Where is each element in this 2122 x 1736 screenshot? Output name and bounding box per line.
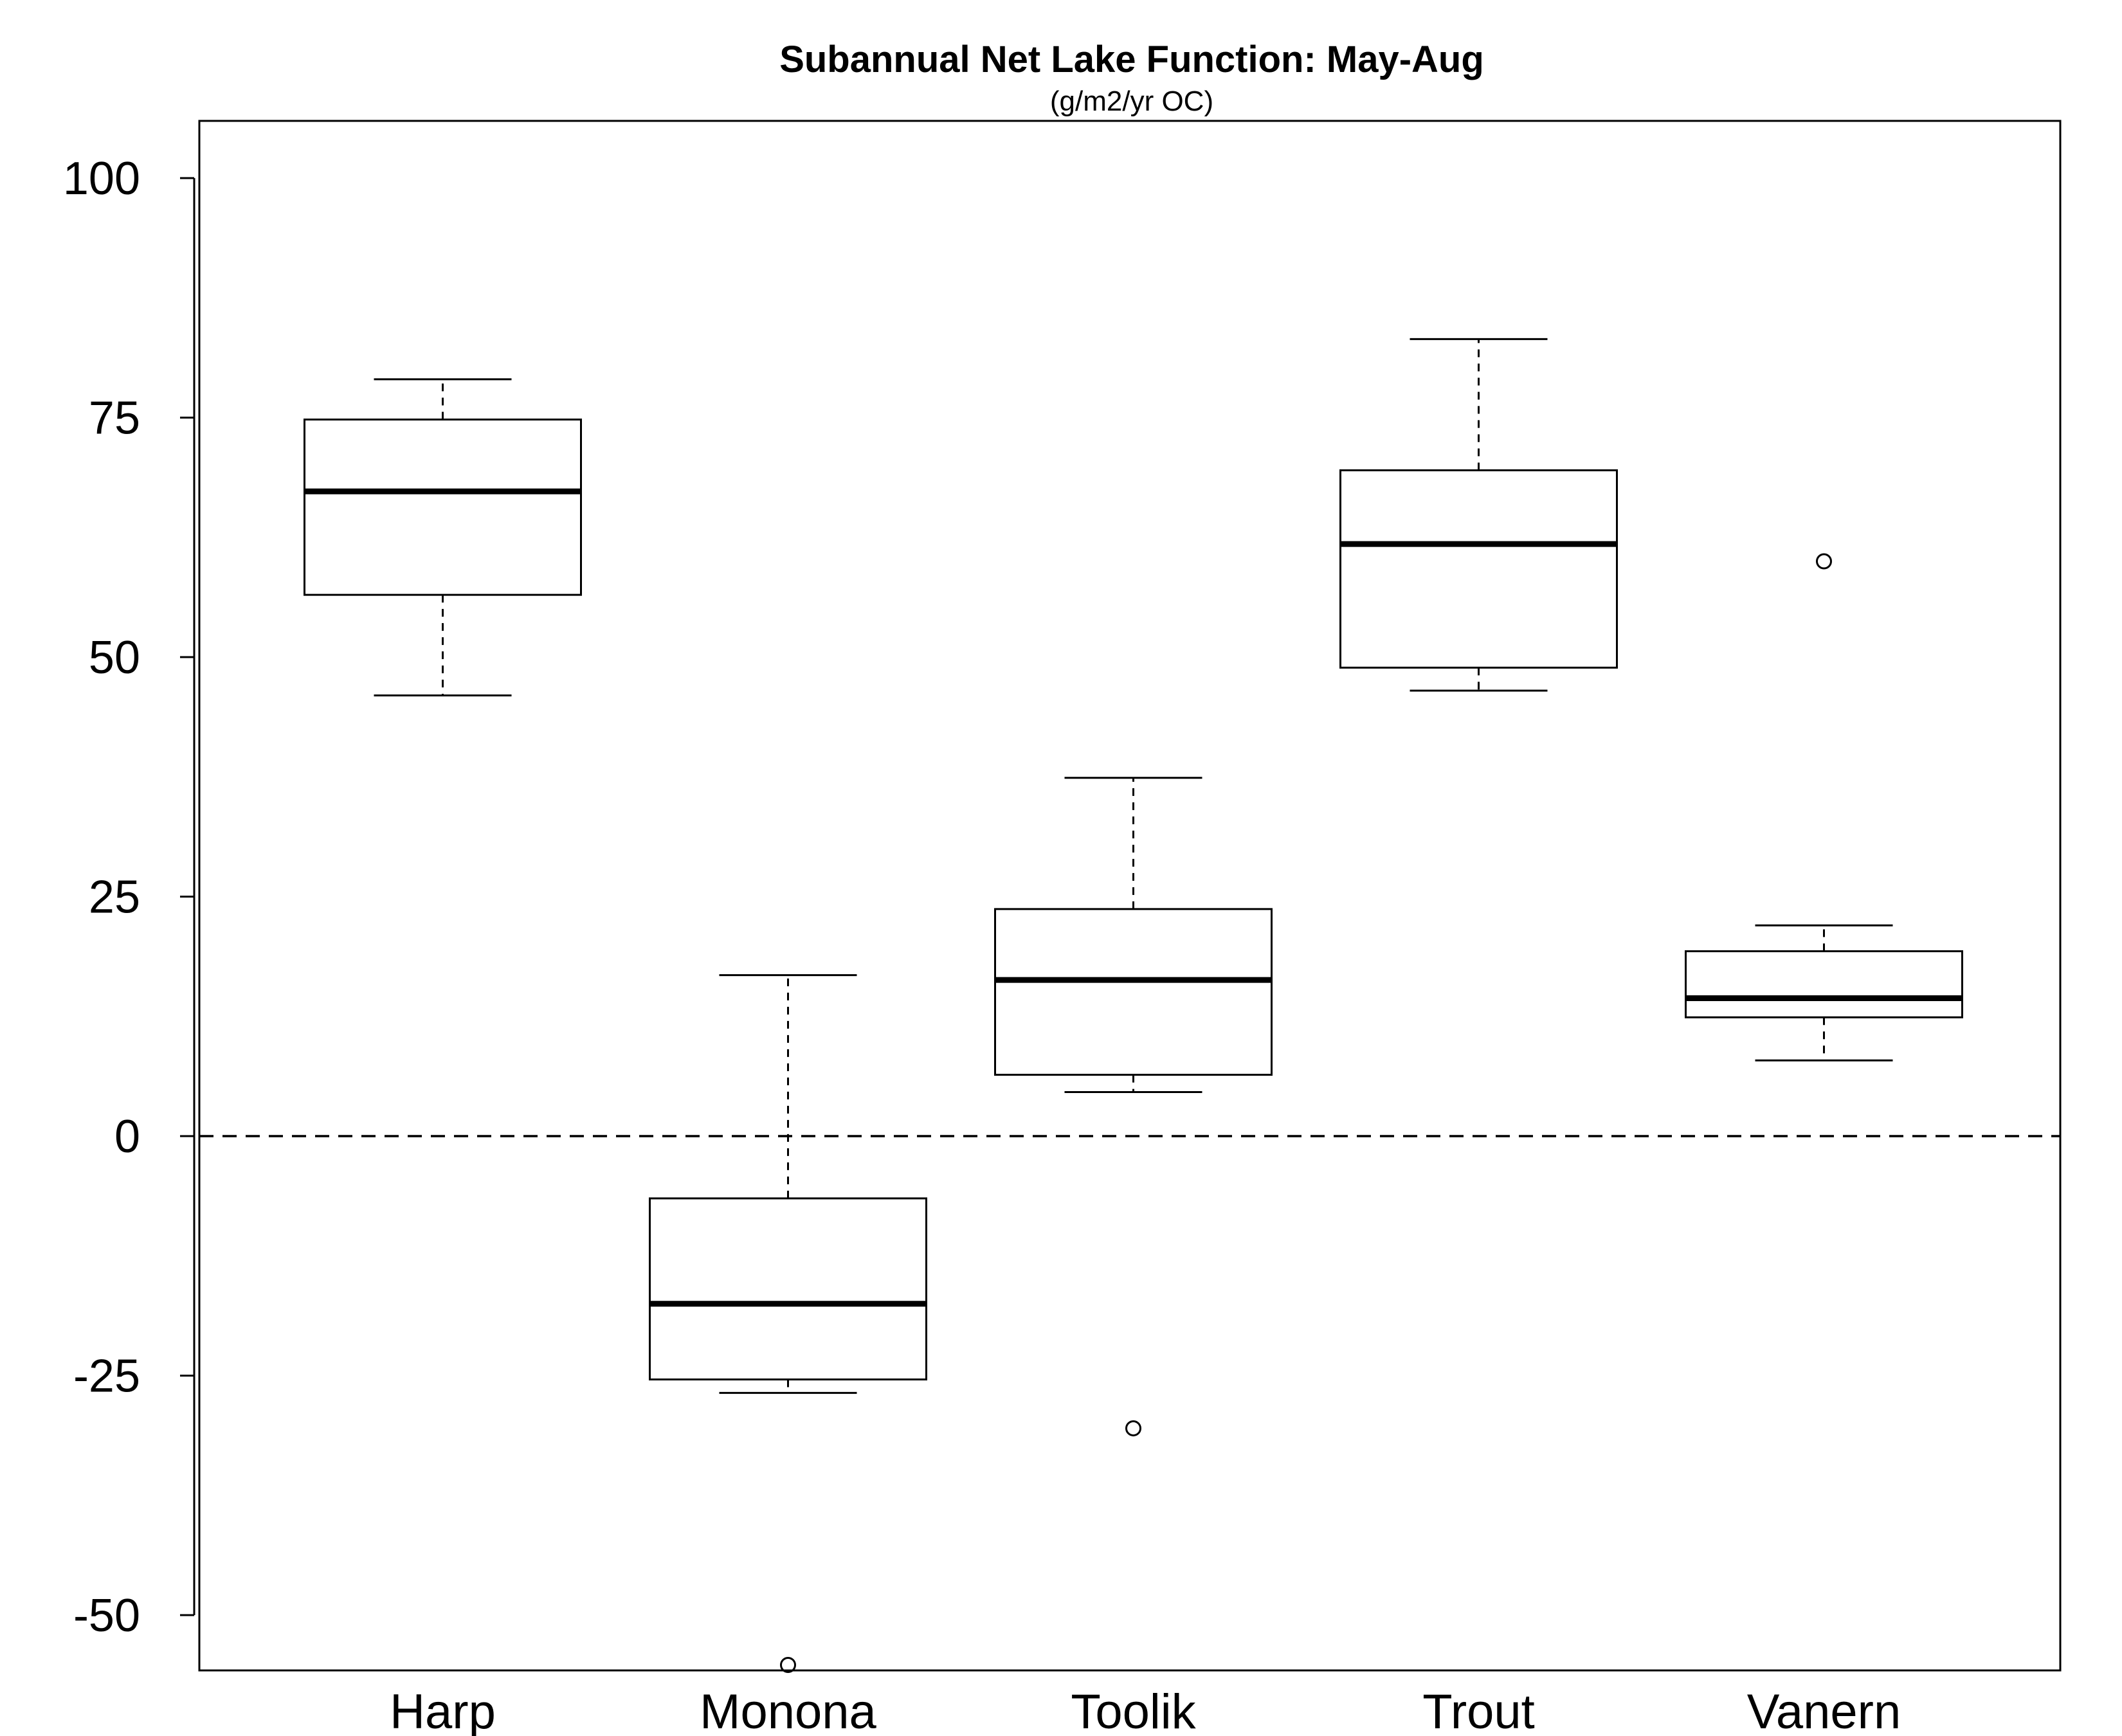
- chart-title: Subannual Net Lake Function: May-Aug: [779, 39, 1484, 80]
- box-harp: [304, 378, 582, 697]
- iqr-box: [1339, 469, 1618, 669]
- outlier-point: [780, 1656, 796, 1673]
- x-category-label: Monona: [700, 1685, 876, 1736]
- x-axis-labels: Harp Monona Toolik Trout Vanern: [390, 1685, 1901, 1736]
- y-tick-label: 75: [89, 393, 140, 444]
- box-toolik: [994, 777, 1273, 1436]
- x-category-label: Trout: [1422, 1685, 1535, 1736]
- outlier-point: [1125, 1420, 1141, 1436]
- iqr-box: [1685, 950, 1963, 1018]
- box-monona: [649, 974, 927, 1673]
- y-tick-label: 50: [89, 632, 140, 683]
- x-category-label: Toolik: [1071, 1685, 1196, 1736]
- y-tick-label: 100: [63, 153, 140, 204]
- boxes: [304, 338, 1963, 1673]
- y-tick-label: 0: [114, 1111, 140, 1162]
- y-tick-label: -25: [73, 1351, 140, 1402]
- box-vanern: [1685, 553, 1963, 1062]
- x-category-label: Harp: [390, 1685, 496, 1736]
- iqr-box: [649, 1197, 927, 1380]
- y-tick-label: 25: [89, 872, 140, 923]
- outlier-point: [1816, 553, 1832, 570]
- y-axis: 100 75 50 25 0 -25 -50: [63, 153, 195, 1641]
- plot-frame: [198, 120, 2062, 1672]
- y-tick-label: -50: [73, 1590, 140, 1641]
- x-category-label: Vanern: [1747, 1685, 1901, 1736]
- iqr-box: [994, 908, 1273, 1076]
- chart-subtitle: (g/m2/yr OC): [1050, 86, 1213, 117]
- box-trout: [1339, 338, 1618, 692]
- iqr-box: [304, 418, 582, 596]
